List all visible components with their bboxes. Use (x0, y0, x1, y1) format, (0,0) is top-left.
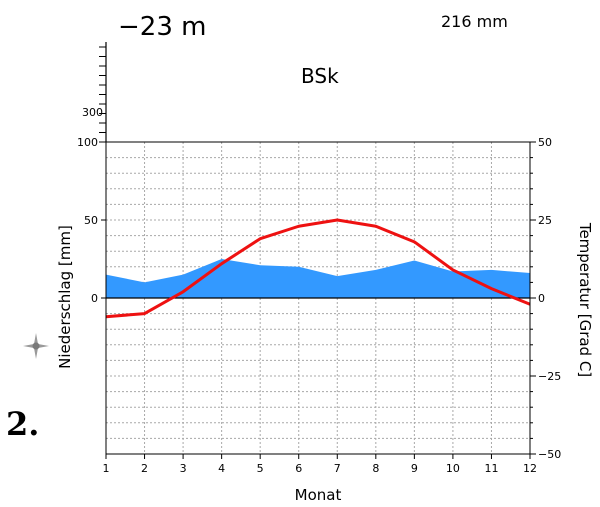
plot-area (105, 141, 531, 455)
precip-tick-label: 0 (91, 292, 98, 305)
month-tick-label: 6 (295, 462, 302, 475)
precipitation-area (106, 259, 530, 298)
climate-class-label: BSk (301, 64, 339, 88)
month-tick-label: 8 (372, 462, 379, 475)
temp-tick-label: −25 (538, 370, 561, 383)
month-tick-label: 9 (411, 462, 418, 475)
sparkle-icon (23, 333, 49, 359)
temp-tick-label: 0 (538, 292, 545, 305)
month-tick-label: 4 (218, 462, 225, 475)
temp-tick-label: 50 (538, 136, 552, 149)
panel-number: 2. (6, 405, 40, 443)
temp-axis-title: Temperatur [Grad C] (576, 222, 594, 377)
upper-precip-tick-300: 300 (82, 106, 103, 119)
temp-tick-label: −50 (538, 448, 561, 461)
precipitation-total-label: 216 mm (441, 12, 508, 31)
temp-axis-ticks: 50 25 0 −25 −50 (530, 136, 561, 461)
month-tick-label: 1 (103, 462, 110, 475)
precip-tick-label: 100 (77, 136, 98, 149)
month-tick-label: 7 (334, 462, 341, 475)
precip-axis-title: Niederschlag [mm] (56, 225, 74, 369)
month-tick-label: 10 (446, 462, 460, 475)
month-tick-label: 12 (523, 462, 537, 475)
precip-tick-label: 50 (84, 214, 98, 227)
precip-axis-ticks: 100 50 0 (77, 136, 106, 305)
month-tick-label: 2 (141, 462, 148, 475)
temp-tick-label: 25 (538, 214, 552, 227)
temperature-line (105, 218, 531, 319)
x-axis-title: Monat (295, 486, 342, 504)
month-axis-ticks: 1 2 3 4 5 6 7 8 9 10 11 12 (103, 454, 537, 475)
elevation-label: −23 m (118, 12, 206, 42)
month-tick-label: 5 (257, 462, 264, 475)
month-tick-label: 3 (180, 462, 187, 475)
month-tick-label: 11 (484, 462, 498, 475)
upper-precip-axis: 300 (82, 42, 107, 143)
